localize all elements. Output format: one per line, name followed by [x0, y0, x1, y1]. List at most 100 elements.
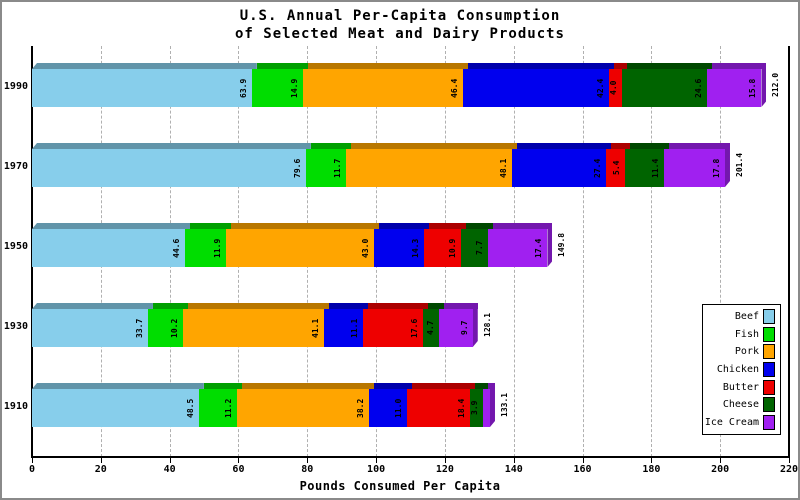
value-label: 41.1: [311, 318, 321, 338]
bar-segment-top-face: [629, 143, 669, 149]
bar-segment-top-face: [152, 303, 189, 309]
bar-segment-top-face: [32, 63, 257, 69]
bar-segment-fish-1990: [251, 69, 304, 107]
legend-box: Beef Fish Pork Chicken Butter Cheese Ice Cream: [702, 304, 781, 435]
bar-segment-fish-1910: [198, 389, 238, 427]
category-label-1930: 1930: [3, 321, 28, 332]
value-label: 17.6: [410, 318, 420, 338]
bar-segment-top-face: [488, 383, 495, 389]
legend-swatch-chicken: [763, 361, 775, 377]
bar-right-face: [724, 143, 730, 187]
bar-segment-top-face: [712, 63, 767, 69]
bar-segment-ice-cream-1990: [707, 69, 762, 107]
bar-segment-top-face: [610, 143, 630, 149]
bar-segment-butter-1910: [406, 389, 471, 427]
value-label: 79.6: [292, 158, 302, 178]
value-label: 5.4: [611, 160, 621, 176]
legend-swatch-fish: [763, 326, 775, 342]
chart-title-line1: U.S. Annual Per-Capita Consumption: [239, 8, 561, 24]
value-label: 46.4: [449, 78, 459, 98]
bar-segment-top-face: [411, 383, 476, 389]
gridline: [720, 46, 722, 457]
value-label: 10.2: [170, 318, 180, 338]
bar-segment-fish-1930: [147, 309, 184, 347]
bar-right-face: [472, 303, 478, 347]
axis-tick-label: 160: [573, 464, 592, 475]
gridline: [582, 46, 584, 457]
plot-right-border: [788, 46, 790, 458]
legend-swatch-butter: [763, 379, 775, 395]
axis-tick: [100, 458, 102, 463]
value-label: 11.7: [333, 158, 343, 178]
axis-tick: [582, 458, 584, 463]
bar-segment-fish-1950: [185, 229, 227, 267]
value-label: 4.0: [609, 80, 619, 96]
bar-segment-cheese-1910: [470, 389, 484, 427]
legend-item-pork: Pork: [705, 344, 775, 360]
bar-right-face: [761, 63, 767, 107]
legend-swatch-pork: [763, 344, 775, 360]
legend-label: Chicken: [716, 363, 759, 375]
legend-item-fish: Fish: [705, 326, 775, 342]
axis-tick-label: 220: [779, 464, 799, 475]
bar-segment-ice-cream-1970: [663, 149, 725, 187]
value-label: 14.3: [410, 238, 420, 258]
bar-segment-butter-1930: [362, 309, 424, 347]
bar-segment-beef-1910: [32, 389, 199, 427]
bar-segment-top-face: [367, 303, 429, 309]
axis-tick: [238, 458, 240, 463]
axis-tick-label: 0: [28, 464, 36, 475]
x-axis-label: Pounds Consumed Per Capita: [299, 479, 501, 493]
legend-item-chicken: Chicken: [705, 361, 775, 377]
bar-segment-top-face: [32, 143, 311, 149]
bar-segment-butter-1950: [423, 229, 462, 267]
bar-segment-top-face: [475, 383, 489, 389]
bar-segment-cheese-1950: [461, 229, 488, 267]
bar-segment-top-face: [379, 223, 429, 229]
category-label-1990: 1990: [3, 81, 28, 92]
bar-segment-cheese-1970: [624, 149, 664, 187]
category-label-1950: 1950: [3, 241, 28, 252]
chart-title-line2: of Selected Meat and Dairy Products: [234, 26, 565, 42]
legend-swatch-beef: [763, 309, 775, 325]
bar-segment-top-face: [188, 303, 330, 309]
bar-segment-top-face: [428, 303, 445, 309]
value-label: 11.1: [349, 318, 359, 338]
bar-segment-butter-1990: [608, 69, 623, 107]
bar-segment-chicken-1990: [462, 69, 609, 107]
bar-segment-top-face: [329, 303, 368, 309]
axis-tick-label: 60: [232, 464, 245, 475]
bar-right-face: [489, 383, 495, 427]
axis-tick-label: 40: [163, 464, 176, 475]
bar-total-label: 212.0: [771, 72, 781, 98]
bar-segment-top-face: [466, 223, 493, 229]
bar-segment-top-face: [428, 223, 467, 229]
value-label: 44.6: [172, 238, 182, 258]
gridline: [651, 46, 653, 457]
legend-label: Cheese: [722, 399, 759, 411]
value-label: 11.0: [393, 398, 403, 418]
bar-segment-top-face: [516, 143, 611, 149]
value-label: 43.0: [361, 238, 371, 258]
bar-segment-top-face: [373, 383, 412, 389]
legend-swatch-cheese: [763, 397, 775, 413]
bar-segment-top-face: [308, 63, 468, 69]
axis-tick-label: 120: [435, 464, 454, 475]
legend-item-cheese: Cheese: [705, 397, 775, 413]
bar-segment-top-face: [231, 223, 380, 229]
axis-tick: [376, 458, 378, 463]
bar-segment-pork-1910: [237, 389, 369, 427]
axis-tick: [444, 458, 446, 463]
bar-segment-top-face: [190, 223, 232, 229]
axis-tick: [789, 458, 790, 463]
bar-segment-top-face: [613, 63, 628, 69]
bar-segment-chicken-1950: [374, 229, 424, 267]
value-label: 9.7: [459, 320, 469, 336]
legend-swatch-ice-cream: [763, 414, 775, 430]
bar-total-label: 133.1: [499, 392, 509, 418]
bar-segment-chicken-1930: [324, 309, 363, 347]
axis-tick-label: 140: [504, 464, 523, 475]
legend-item-butter: Butter: [705, 379, 775, 395]
